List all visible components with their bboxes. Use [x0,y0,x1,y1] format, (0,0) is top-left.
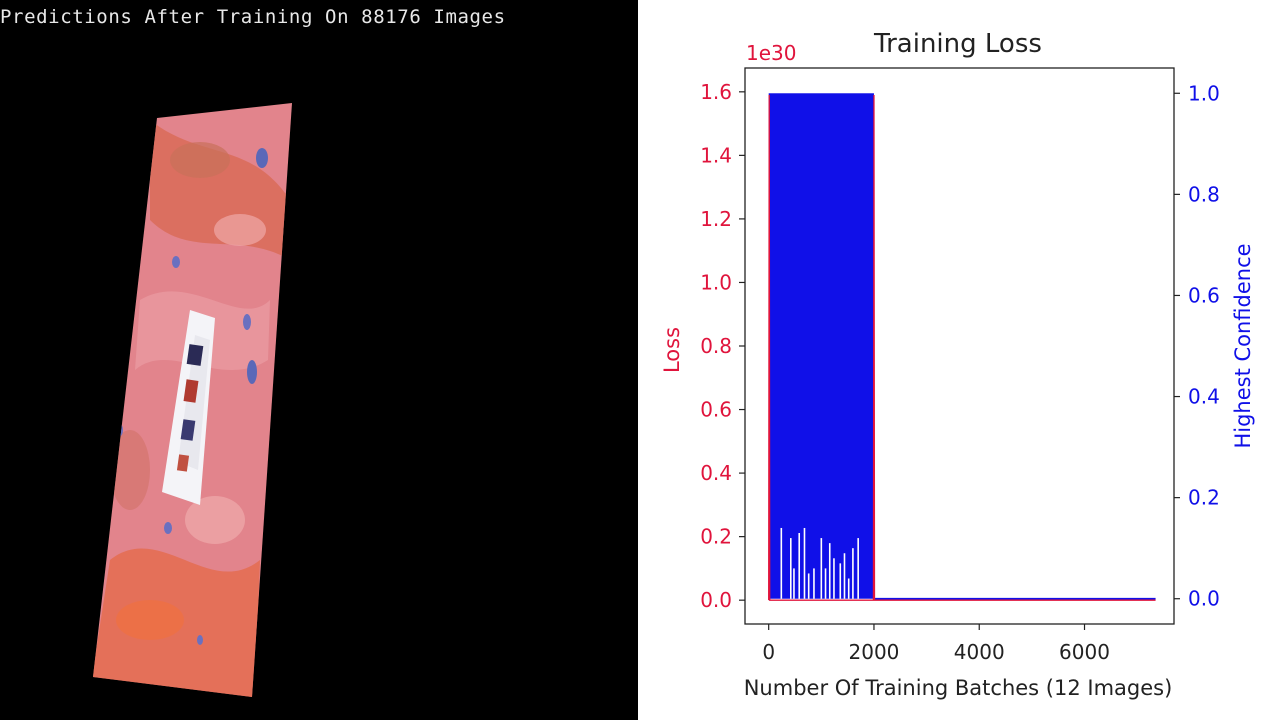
predictions-title: Predictions After Training On 88176 Imag… [0,6,506,28]
x-tick-label-3: 6000 [1059,640,1110,664]
chart-title: Training Loss [873,29,1042,59]
y-left-tick-label-0: 0.0 [700,588,732,612]
y-left-tick-label-7: 1.4 [700,143,732,167]
x-axis-label: Number Of Training Batches (12 Images) [744,676,1173,700]
training-loss-chart: 0 2000 4000 6000 0.0 0.2 0.4 0.6 0.8 1.0 1.2 1.4 1.… [660,29,1255,700]
y-right-tick-label-5: 1.0 [1188,81,1220,105]
y-right-tick-label-0: 0.0 [1188,587,1220,611]
y-left-tick-label-2: 0.4 [700,461,732,485]
y-left-tick-label-4: 0.8 [700,334,732,358]
y-right-tick-label-2: 0.4 [1188,385,1220,409]
y-left-tick-label-3: 0.6 [700,398,732,422]
y-axis-label-right: Highest Confidence [1231,243,1255,448]
x-tick-label-2: 4000 [954,640,1005,664]
prediction-image [93,103,292,697]
offset-text: 1e30 [746,41,796,65]
y-axis-label-left: Loss [660,327,684,373]
y-left-tick-label-5: 1.0 [700,270,732,294]
y-right-tick-label-1: 0.2 [1188,486,1220,510]
y-left-tick-label-1: 0.2 [700,525,732,549]
prediction-panel: Predictions After Training On 88176 Imag… [0,0,638,720]
x-tick-label-0: 0 [762,640,775,664]
y-right-tick-label-3: 0.6 [1188,283,1220,307]
loss-series-line [768,95,1156,601]
y-left-tick-label-8: 1.6 [700,80,732,104]
confidence-series-band [768,93,874,599]
y-left-tick-label-6: 1.2 [700,207,732,231]
x-tick-label-1: 2000 [849,640,900,664]
y-right-tick-label-4: 0.8 [1188,182,1220,206]
